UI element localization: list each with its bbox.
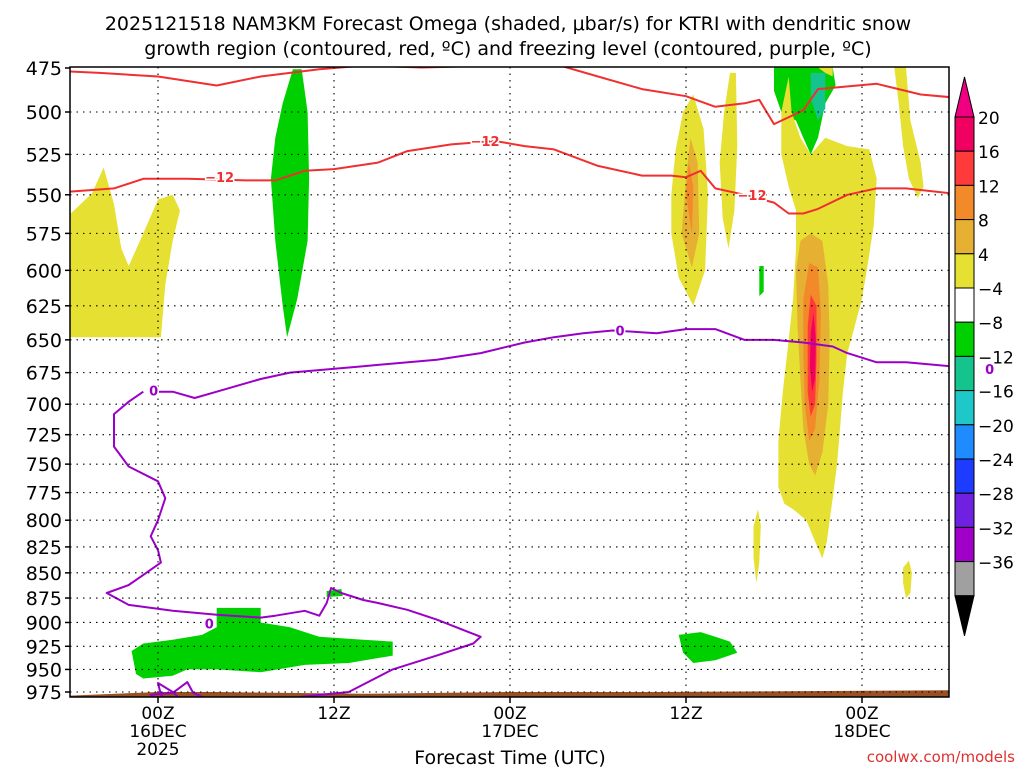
colorbar-segment [954,492,975,528]
y-tick-label: 775 [26,483,62,505]
contour-label: 0 [205,617,214,632]
y-tick-label: 750 [26,454,62,476]
contour-label: 0 [149,384,158,399]
y-tick-label: 900 [26,612,62,634]
colorbar-label: 12 [978,177,1000,197]
contour-label: −12 [471,135,500,150]
y-axis-ticks: 475 500 525 550 575 600 625 650 675 700 725 750 775 8… [26,58,70,704]
omega-area-positive [719,72,738,249]
x-tick-label: 16DEC [129,722,186,742]
colorbar-segment [954,321,975,357]
omega-area-positive [686,162,694,234]
y-tick-label: 600 [26,260,62,282]
y-tick-label: 925 [26,636,62,658]
y-tick-label: 675 [26,363,62,385]
contours [70,67,949,697]
y-tick-label: 650 [26,330,62,352]
colorbar-label: −28 [978,485,1014,505]
dgz-contour-top [70,67,949,126]
grid-lines [70,67,949,697]
x-tick-label: 17DEC [481,722,538,742]
omega-area-negative [810,72,826,121]
omega-area-positive [903,560,912,598]
colorbar-segment [954,116,975,152]
omega-area-positive [818,67,833,77]
omega-area-negative [131,607,393,679]
y-tick-label: 625 [26,296,62,318]
colorbar-label: −32 [978,519,1014,539]
colorbar-label: −4 [978,280,1003,300]
contour-label: 0 [985,363,994,378]
x-axis-label: Forecast Time (UTC) [414,747,605,768]
x-tick-label: 12Z [317,704,350,724]
omega-area-positive [753,509,761,583]
x-tick-label: 18DEC [833,722,890,742]
omega-area-negative [759,266,764,296]
omega-area-positive [894,67,924,198]
x-tick-label: 00Z [493,704,526,724]
colorbar-label: −12 [978,348,1014,368]
y-tick-label: 850 [26,563,62,585]
x-tick-label: 12Z [669,704,702,724]
freezing-level-contour-lower [105,390,482,697]
y-tick-label: 725 [26,425,62,447]
colorbar-arrow-bottom [954,595,975,636]
omega-area-negative [270,69,310,338]
colorbar-segment [954,390,975,426]
y-tick-label: 975 [26,682,62,704]
colorbar-segment [954,526,975,563]
y-tick-label: 800 [26,510,62,532]
colorbar-label: −24 [978,451,1014,471]
credit-text: coolwx.com/models [867,748,1015,766]
contour-label: 0 [615,324,624,339]
colorbar-label: −16 [978,383,1014,403]
colorbar-segment [954,458,975,494]
colorbar-segment [954,355,975,392]
y-tick-label: 550 [26,185,62,207]
omega-shading [70,67,924,679]
colorbar-label: −36 [978,554,1014,574]
contour-labels: −12 −12 −12 0 0 0 0 [148,134,996,634]
y-tick-label: 525 [26,144,62,166]
colorbar-segment [954,150,975,186]
x-tick-label: 00Z [141,704,174,724]
colorbar-label: 8 [978,212,989,232]
omega-area-positive [70,167,180,338]
y-tick-label: 475 [26,58,62,80]
colorbar: 20 16 12 8 4 −4 −8 −12 −16 −20 −24 −28 −32 −36 [954,76,1014,636]
colorbar-segment [954,253,975,289]
colorbar-label: 20 [978,109,1000,129]
colorbar-segment [954,184,975,221]
contour-label: −12 [738,189,767,204]
colorbar-segment [954,287,975,323]
y-tick-label: 875 [26,588,62,610]
colorbar-segment [954,219,975,255]
x-tick-label: 2025 [136,740,179,760]
chart-title-line1: 2025121518 NAM3KM Forecast Omega (shaded… [105,13,911,35]
colorbar-segment [954,561,975,597]
freezing-level-contour [150,328,949,399]
dgz-contour-bottom [70,140,949,215]
colorbar-segment [954,424,975,460]
y-tick-label: 500 [26,102,62,124]
y-tick-label: 575 [26,223,62,245]
contour-label: −12 [205,171,234,186]
terrain-ground [70,690,949,697]
y-tick-label: 825 [26,537,62,559]
chart-title-line2: growth region (contoured, red, ºC) and f… [144,38,871,60]
colorbar-arrow-top [954,76,975,118]
y-tick-label: 700 [26,394,62,416]
y-tick-label: 950 [26,659,62,681]
x-tick-label: 00Z [845,704,878,724]
colorbar-label: −20 [978,417,1014,437]
colorbar-label: 16 [978,143,1000,163]
colorbar-label: 4 [978,246,989,266]
omega-area-negative [678,632,738,663]
colorbar-label: −8 [978,314,1003,334]
omega-area-positive [809,312,816,392]
